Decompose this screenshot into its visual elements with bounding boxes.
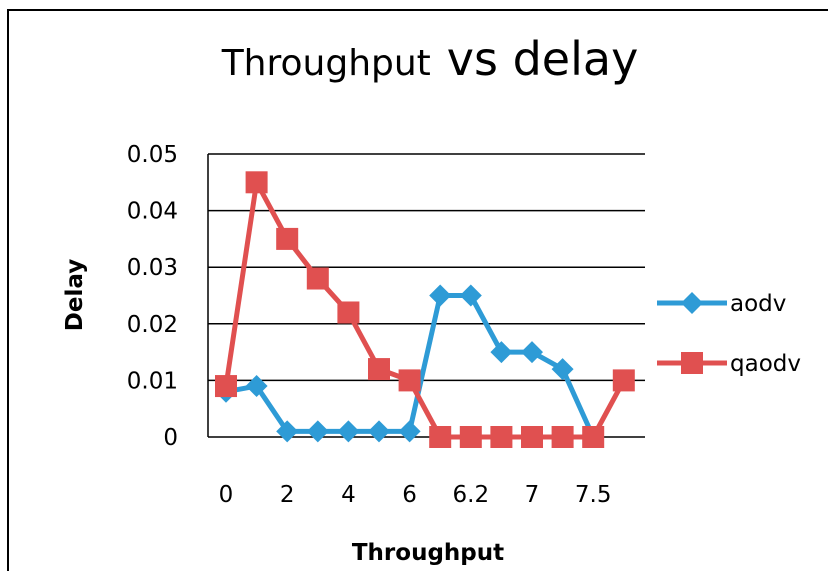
data-point-qaodv bbox=[551, 426, 574, 448]
data-point-aodv bbox=[368, 420, 390, 443]
x-tick-label: 0 bbox=[219, 482, 234, 508]
series-layer bbox=[215, 171, 635, 448]
legend-label-qaodv: qaodv bbox=[730, 351, 801, 377]
x-axis-title: Throughput bbox=[352, 540, 504, 566]
data-point-aodv bbox=[490, 341, 513, 364]
legend-label-aodv: aodv bbox=[730, 291, 786, 317]
data-point-aodv bbox=[551, 358, 574, 381]
chart-frame bbox=[7, 9, 828, 571]
data-point-qaodv bbox=[490, 426, 513, 448]
data-point-aodv bbox=[459, 284, 482, 307]
y-tick-label: 0.01 bbox=[127, 368, 178, 394]
y-tick-label: 0.04 bbox=[127, 199, 178, 225]
gridlines bbox=[208, 153, 645, 438]
data-point-qaodv bbox=[459, 426, 482, 448]
x-tick-label: 6.2 bbox=[453, 482, 490, 508]
data-point-qaodv bbox=[521, 426, 543, 448]
data-point-qaodv bbox=[612, 369, 635, 392]
data-point-aodv bbox=[276, 420, 299, 443]
data-point-aodv bbox=[337, 420, 360, 443]
data-point-aodv bbox=[245, 375, 268, 398]
data-point-qaodv bbox=[429, 426, 452, 448]
data-point-qaodv bbox=[582, 426, 605, 448]
data-point-aodv bbox=[429, 284, 452, 307]
y-axis-title: Delay bbox=[62, 259, 88, 331]
data-point-qaodv bbox=[215, 375, 237, 398]
legend: aodv qaodv bbox=[657, 291, 801, 377]
chart-title-part2: vs delay bbox=[447, 32, 639, 86]
data-point-qaodv bbox=[306, 267, 329, 290]
x-tick-label: 6 bbox=[402, 482, 417, 508]
y-tick-labels: 0 0.01 0.02 0.03 0.04 0.05 bbox=[127, 142, 178, 451]
data-point-qaodv bbox=[368, 358, 390, 381]
data-point-qaodv bbox=[398, 369, 421, 392]
data-point-qaodv bbox=[276, 227, 299, 250]
data-point-qaodv bbox=[337, 301, 360, 324]
y-tick-label: 0.02 bbox=[127, 312, 178, 338]
y-tick-label: 0.05 bbox=[127, 142, 178, 168]
data-point-aodv bbox=[521, 341, 543, 364]
chart-title-part1: Throughput bbox=[221, 43, 431, 84]
legend-marker-qaodv bbox=[681, 352, 703, 374]
x-tick-label: 7.5 bbox=[575, 482, 612, 508]
x-tick-label: 4 bbox=[341, 482, 356, 508]
x-tick-labels: 0 2 4 6 6.2 7 7.5 bbox=[219, 482, 612, 508]
x-tick-label: 2 bbox=[280, 482, 295, 508]
data-point-qaodv bbox=[245, 171, 268, 194]
legend-marker-aodv bbox=[681, 292, 703, 314]
y-tick-label: 0 bbox=[163, 425, 178, 451]
data-point-aodv bbox=[398, 420, 421, 443]
data-point-aodv bbox=[306, 420, 329, 443]
x-tick-label: 7 bbox=[525, 482, 540, 508]
chart-title: Throughput vs delay bbox=[221, 32, 639, 86]
y-tick-label: 0.03 bbox=[127, 255, 178, 281]
